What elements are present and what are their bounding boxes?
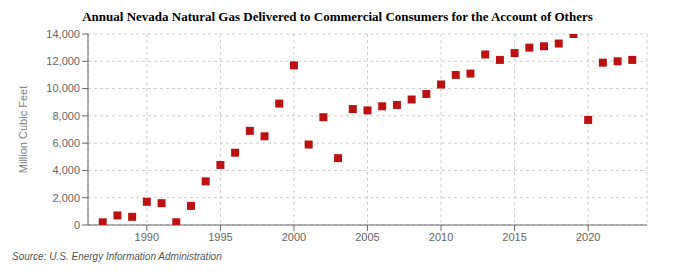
svg-text:2,000: 2,000	[52, 192, 80, 204]
svg-text:2000: 2000	[282, 231, 306, 243]
html-text:Annual Nevada Natural Gas Deli: Annual Nevada Natural Gas Delivered to C…	[82, 9, 593, 24]
svg-text:12,000: 12,000	[46, 55, 80, 67]
svg-text:2010: 2010	[429, 231, 453, 243]
svg-text:8,000: 8,000	[52, 110, 80, 122]
svg-text:1995: 1995	[208, 231, 232, 243]
svg-text:10,000: 10,000	[46, 82, 80, 94]
svg-text:0: 0	[74, 219, 80, 231]
svg-text:14,000: 14,000	[46, 28, 80, 40]
html-text:Source: U.S. Energy Informatio: Source: U.S. Energy Information Administ…	[12, 251, 222, 262]
svg-text:2015: 2015	[502, 231, 526, 243]
svg-text:4,000: 4,000	[52, 164, 80, 176]
svg-text:2005: 2005	[355, 231, 379, 243]
svg-text:1990: 1990	[135, 231, 159, 243]
svg-text:2020: 2020	[576, 231, 600, 243]
svg-text:6,000: 6,000	[52, 137, 80, 149]
svg-text:Million Cubic Feet: Million Cubic Feet	[17, 86, 29, 173]
